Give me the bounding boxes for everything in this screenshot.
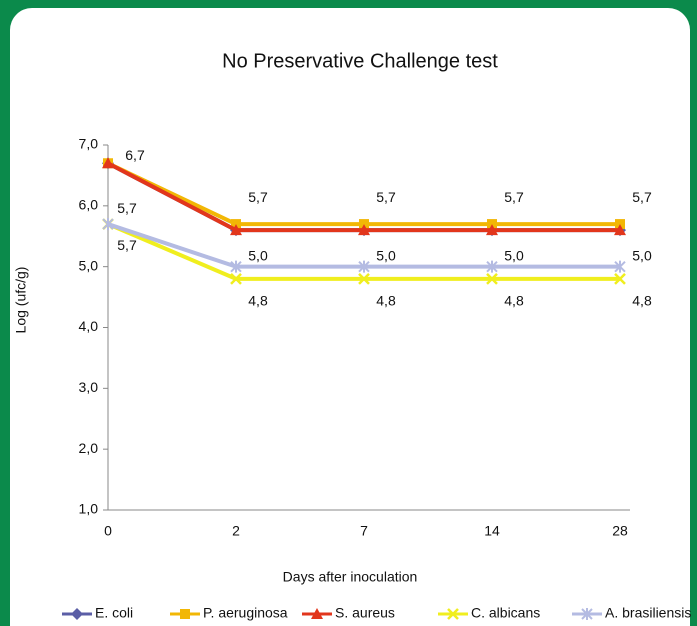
marker bbox=[230, 272, 242, 285]
legend-item: E. coli bbox=[62, 605, 133, 621]
legend-item: S. aureus bbox=[302, 605, 395, 621]
marker bbox=[311, 608, 323, 619]
x-tick-label: 2 bbox=[232, 523, 240, 539]
marker bbox=[358, 224, 370, 236]
panel bbox=[10, 8, 690, 626]
marker bbox=[230, 260, 242, 273]
x-tick-label: 7 bbox=[360, 523, 368, 539]
legend-label: A. brasiliensis bbox=[605, 605, 691, 621]
marker bbox=[614, 224, 626, 236]
legend-item: A. brasiliensis bbox=[572, 605, 691, 621]
data-label: 5,7 bbox=[632, 189, 652, 205]
data-label: 5,0 bbox=[248, 247, 268, 263]
data-label: 5,0 bbox=[504, 247, 524, 263]
marker bbox=[487, 219, 497, 230]
data-label: 5,7 bbox=[504, 189, 524, 205]
marker bbox=[447, 608, 459, 620]
y-tick-label: 5,0 bbox=[79, 257, 99, 273]
marker bbox=[614, 272, 626, 285]
x-tick-label: 0 bbox=[104, 523, 112, 539]
data-label: 5,0 bbox=[376, 247, 396, 263]
data-label: 6,7 bbox=[125, 147, 145, 163]
marker bbox=[102, 218, 114, 231]
x-axis-label: Days after inoculation bbox=[283, 569, 418, 585]
legend-item: P. aeruginosa bbox=[170, 605, 288, 621]
marker bbox=[358, 272, 370, 285]
data-label: 5,7 bbox=[117, 200, 137, 216]
y-tick-label: 2,0 bbox=[79, 440, 99, 456]
data-label: 5,7 bbox=[248, 189, 268, 205]
legend-item: C. albicans bbox=[438, 605, 540, 621]
marker bbox=[614, 260, 626, 273]
marker bbox=[358, 260, 370, 273]
marker bbox=[486, 224, 498, 236]
x-tick-label: 14 bbox=[484, 523, 500, 539]
data-label: 4,8 bbox=[376, 293, 396, 309]
legend-label: E. coli bbox=[95, 605, 133, 621]
marker bbox=[231, 219, 241, 230]
marker bbox=[615, 219, 625, 230]
data-label: 5,7 bbox=[376, 189, 396, 205]
chart-title: No Preservative Challenge test bbox=[222, 50, 498, 72]
legend-label: P. aeruginosa bbox=[203, 605, 288, 621]
y-tick-label: 1,0 bbox=[79, 501, 99, 517]
data-label: 4,8 bbox=[248, 293, 268, 309]
marker bbox=[180, 609, 190, 619]
marker bbox=[359, 219, 369, 230]
marker bbox=[486, 260, 498, 273]
marker bbox=[486, 272, 498, 285]
y-tick-label: 6,0 bbox=[79, 197, 99, 213]
legend-label: C. albicans bbox=[471, 605, 540, 621]
y-tick-label: 7,0 bbox=[79, 136, 99, 152]
data-label: 5,0 bbox=[632, 247, 652, 263]
data-label: 4,8 bbox=[504, 293, 524, 309]
marker bbox=[71, 608, 83, 620]
legend-label: S. aureus bbox=[335, 605, 395, 621]
marker bbox=[102, 157, 114, 169]
marker bbox=[230, 224, 242, 236]
marker bbox=[581, 608, 593, 620]
y-axis-label: Log (ufc/g) bbox=[13, 267, 29, 334]
y-tick-label: 4,0 bbox=[79, 318, 99, 334]
data-label: 5,7 bbox=[117, 237, 137, 253]
data-label: 4,8 bbox=[632, 293, 652, 309]
x-tick-label: 28 bbox=[612, 523, 628, 539]
y-tick-label: 3,0 bbox=[79, 379, 99, 395]
